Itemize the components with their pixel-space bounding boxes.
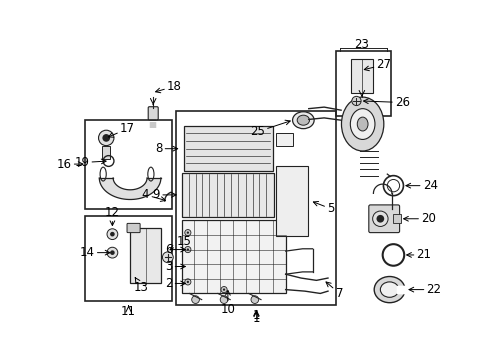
Bar <box>182 172 274 217</box>
Text: 25: 25 <box>249 120 290 138</box>
Ellipse shape <box>292 112 313 129</box>
Text: 6: 6 <box>164 243 185 256</box>
Text: 23: 23 <box>354 38 368 51</box>
Polygon shape <box>99 178 161 199</box>
Circle shape <box>184 247 190 253</box>
Ellipse shape <box>357 117 367 131</box>
Bar <box>350 59 372 93</box>
Text: 16: 16 <box>57 158 83 171</box>
Circle shape <box>223 288 225 291</box>
Circle shape <box>221 287 226 293</box>
Bar <box>276 132 293 147</box>
Text: 14: 14 <box>80 246 110 259</box>
Text: 4: 4 <box>142 188 165 201</box>
Text: 3: 3 <box>165 260 185 273</box>
Text: 13: 13 <box>134 278 148 294</box>
Bar <box>182 220 285 293</box>
Text: 27: 27 <box>364 58 391 71</box>
Circle shape <box>184 279 190 285</box>
Circle shape <box>372 211 387 226</box>
Text: 21: 21 <box>406 248 431 261</box>
Circle shape <box>351 96 360 105</box>
Text: 5: 5 <box>313 202 334 215</box>
Text: 26: 26 <box>363 96 409 109</box>
Text: 18: 18 <box>155 80 182 93</box>
Ellipse shape <box>373 276 404 303</box>
Ellipse shape <box>297 115 309 125</box>
Text: 24: 24 <box>405 179 437 192</box>
Text: 1: 1 <box>252 312 260 325</box>
Text: 22: 22 <box>408 283 441 296</box>
FancyBboxPatch shape <box>368 205 399 233</box>
Circle shape <box>107 229 118 239</box>
Polygon shape <box>396 286 407 293</box>
Bar <box>393 214 400 223</box>
Ellipse shape <box>349 109 374 139</box>
Circle shape <box>186 231 189 234</box>
Circle shape <box>110 250 115 255</box>
Circle shape <box>191 296 199 303</box>
Bar <box>130 228 161 283</box>
Circle shape <box>102 134 110 142</box>
Text: 11: 11 <box>121 305 136 319</box>
Text: 12: 12 <box>105 206 120 225</box>
Bar <box>183 126 272 171</box>
Ellipse shape <box>341 97 383 151</box>
Text: 17: 17 <box>108 122 135 137</box>
Text: 2: 2 <box>164 277 185 290</box>
Text: 9: 9 <box>152 188 176 201</box>
Text: 15: 15 <box>170 235 191 250</box>
Bar <box>275 166 307 236</box>
Circle shape <box>376 215 384 222</box>
Circle shape <box>184 230 190 236</box>
Bar <box>102 145 110 159</box>
Text: 10: 10 <box>220 291 235 316</box>
FancyBboxPatch shape <box>148 107 158 120</box>
Circle shape <box>99 130 114 145</box>
Text: 7: 7 <box>325 282 343 300</box>
Circle shape <box>220 296 227 303</box>
Circle shape <box>107 247 118 258</box>
Circle shape <box>110 232 115 237</box>
Circle shape <box>162 252 173 263</box>
Text: 8: 8 <box>155 142 177 155</box>
Bar <box>85 216 171 301</box>
Circle shape <box>186 281 189 283</box>
Bar <box>85 120 171 209</box>
Text: 1: 1 <box>252 309 260 322</box>
Ellipse shape <box>380 282 398 297</box>
Text: 20: 20 <box>403 212 435 225</box>
Text: 19: 19 <box>74 156 106 169</box>
Polygon shape <box>396 286 407 293</box>
Bar <box>335 51 390 116</box>
Bar <box>176 111 336 305</box>
Circle shape <box>250 296 258 303</box>
Circle shape <box>186 248 189 251</box>
FancyBboxPatch shape <box>127 223 140 233</box>
